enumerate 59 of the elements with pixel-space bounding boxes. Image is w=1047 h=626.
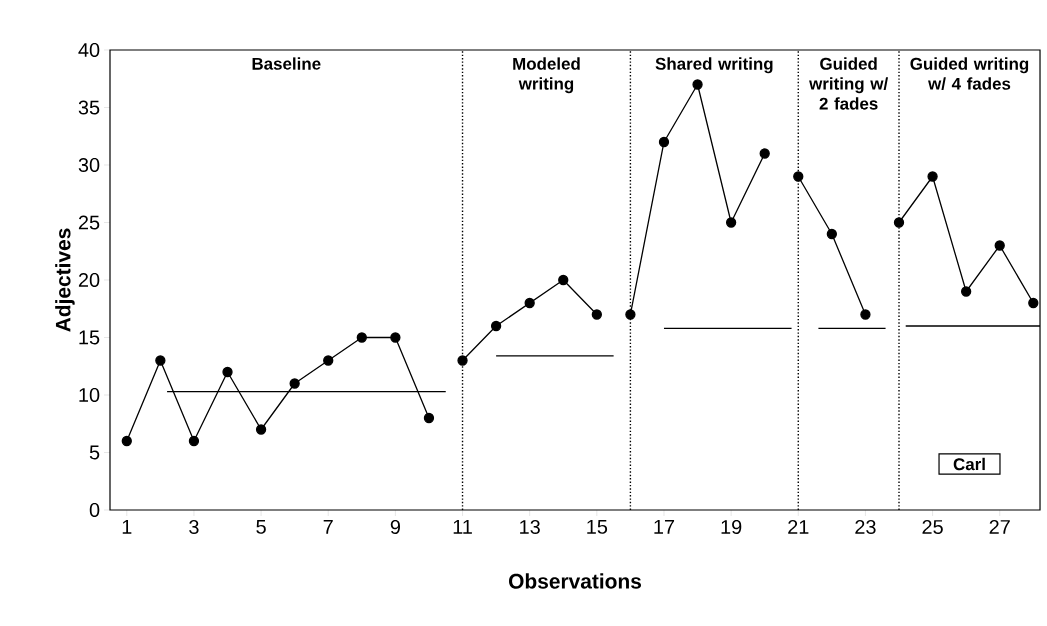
x-tick-label: 15 bbox=[587, 519, 608, 534]
y-tick-label: 5 bbox=[89, 445, 100, 460]
y-tick-label: 10 bbox=[79, 387, 100, 403]
annotation: Guided writing w/ 4 fades bbox=[910, 57, 1029, 90]
point bbox=[390, 332, 401, 343]
point bbox=[1028, 297, 1039, 309]
x-tick-label: 3 bbox=[189, 519, 199, 535]
x-tick-label: 1 bbox=[122, 519, 132, 534]
point bbox=[793, 171, 804, 182]
point bbox=[188, 435, 200, 447]
y-tick-label: 30 bbox=[78, 157, 100, 173]
point bbox=[961, 286, 972, 297]
x-tick-label: 13 bbox=[520, 519, 540, 535]
point bbox=[893, 217, 905, 228]
y-tick-label: 0 bbox=[89, 502, 100, 518]
point bbox=[759, 148, 770, 159]
point bbox=[994, 240, 1005, 251]
point bbox=[457, 355, 468, 366]
x-tick-label: 11 bbox=[453, 519, 472, 534]
x-tick-label: 19 bbox=[721, 519, 742, 535]
point bbox=[658, 136, 670, 148]
y-tick-label: 40 bbox=[78, 42, 100, 58]
x-tick-label: 17 bbox=[654, 519, 675, 534]
point bbox=[289, 378, 300, 389]
y-tick-label: 15 bbox=[79, 330, 100, 345]
point bbox=[155, 355, 166, 366]
annotation: Modeled writing bbox=[513, 57, 580, 94]
annotation: Guided writing w/ 2 fades bbox=[809, 57, 889, 110]
point bbox=[591, 309, 602, 320]
point bbox=[625, 309, 636, 320]
point bbox=[524, 297, 535, 309]
point bbox=[222, 366, 233, 378]
point bbox=[558, 274, 569, 286]
y-tick-label: 25 bbox=[78, 215, 100, 230]
y-tick-label: 20 bbox=[78, 272, 100, 288]
x-tick-label: 23 bbox=[855, 519, 876, 535]
x-tick-label: 7 bbox=[323, 519, 333, 534]
point bbox=[927, 171, 938, 182]
y-axis-title: Adjectives bbox=[55, 228, 75, 332]
annotation: Baseline bbox=[252, 57, 321, 70]
x-tick-label: 27 bbox=[989, 519, 1010, 534]
annotation: Shared writing bbox=[655, 57, 773, 74]
point bbox=[356, 332, 367, 343]
annotation: Carl bbox=[953, 457, 985, 471]
x-tick-label: 21 bbox=[788, 519, 809, 534]
point bbox=[692, 79, 703, 90]
point bbox=[826, 228, 837, 240]
x-tick-label: 9 bbox=[390, 519, 400, 535]
x-axis-title: Observations bbox=[509, 573, 642, 589]
point bbox=[490, 320, 502, 332]
point bbox=[423, 412, 435, 424]
point bbox=[121, 435, 132, 447]
x-tick-label: 25 bbox=[922, 519, 943, 535]
point bbox=[255, 424, 267, 435]
x-tick-label: 5 bbox=[256, 519, 266, 534]
point bbox=[725, 217, 737, 228]
point bbox=[860, 309, 871, 320]
y-tick-label: 35 bbox=[78, 100, 100, 115]
point bbox=[323, 355, 334, 366]
